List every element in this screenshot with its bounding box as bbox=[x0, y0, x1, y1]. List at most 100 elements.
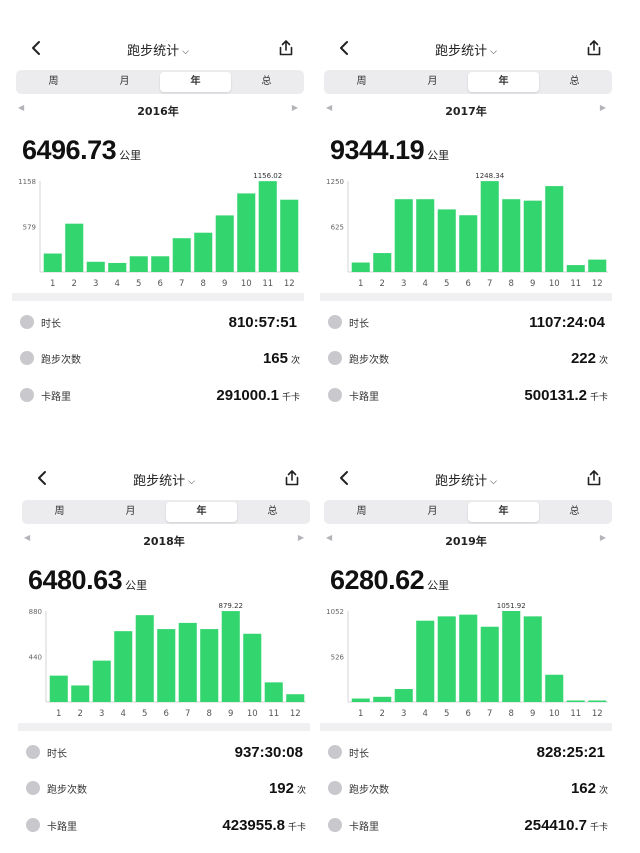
bar bbox=[258, 181, 277, 272]
prev-year-icon[interactable]: ◀ bbox=[326, 533, 333, 542]
stat-label: 卡路里 bbox=[349, 392, 379, 403]
bar bbox=[502, 199, 521, 272]
x-tick-label: 4 bbox=[121, 709, 126, 719]
x-tick-label: 12 bbox=[284, 279, 295, 289]
bar bbox=[92, 660, 111, 702]
tab-year[interactable]: 年 bbox=[160, 72, 231, 92]
bar bbox=[351, 262, 370, 272]
x-tick-label: 4 bbox=[423, 709, 428, 719]
prev-year-icon[interactable]: ◀ bbox=[326, 103, 333, 112]
title-dropdown[interactable]: 跑步统计 ⌵ bbox=[316, 470, 616, 489]
tab-total[interactable]: 总 bbox=[261, 76, 272, 87]
share-icon[interactable] bbox=[586, 39, 602, 57]
tab-week[interactable]: 周 bbox=[54, 506, 65, 517]
stat-value: 162 bbox=[570, 780, 596, 797]
tab-year[interactable]: 年 bbox=[468, 72, 539, 92]
x-tick-label: 2 bbox=[78, 709, 83, 719]
tab-month[interactable]: 月 bbox=[125, 506, 136, 517]
run-count-icon bbox=[26, 781, 40, 795]
next-year-icon[interactable]: ▶ bbox=[599, 533, 606, 542]
tab-month[interactable]: 月 bbox=[427, 76, 438, 87]
y-tick-label: 579 bbox=[23, 224, 36, 232]
total-unit: 公里 bbox=[125, 579, 148, 592]
x-tick-label: 5 bbox=[444, 279, 449, 289]
x-tick-label: 6 bbox=[158, 279, 163, 289]
bar bbox=[394, 199, 413, 272]
stat-value: 192 bbox=[268, 780, 294, 797]
prev-year-icon[interactable]: ◀ bbox=[24, 533, 31, 542]
x-tick-label: 8 bbox=[509, 279, 514, 289]
stat-duration: 时长 810:57:51 bbox=[8, 310, 308, 340]
tab-year[interactable]: 年 bbox=[166, 502, 237, 522]
title-dropdown[interactable]: 跑步统计 ⌵ bbox=[8, 40, 308, 59]
next-year-icon[interactable]: ▶ bbox=[599, 103, 606, 112]
bar bbox=[108, 262, 127, 272]
x-tick-label: 8 bbox=[207, 709, 212, 719]
max-data-label: 1156.02 bbox=[253, 172, 282, 180]
total-distance: 6496.73 公里 bbox=[22, 135, 141, 166]
tab-week[interactable]: 周 bbox=[356, 76, 367, 87]
total-value: 6480.63 bbox=[28, 565, 123, 595]
share-icon[interactable] bbox=[278, 39, 294, 57]
bar bbox=[135, 615, 154, 702]
year-selector: ◀ 2019年 ▶ bbox=[316, 530, 616, 550]
share-icon[interactable] bbox=[284, 469, 300, 487]
title-dropdown[interactable]: 跑步统计 ⌵ bbox=[316, 40, 616, 59]
back-icon[interactable] bbox=[338, 40, 350, 56]
x-tick-label: 12 bbox=[592, 279, 603, 289]
back-icon[interactable] bbox=[30, 40, 42, 56]
page-title: 跑步统计 bbox=[133, 474, 186, 489]
x-tick-label: 2 bbox=[72, 279, 77, 289]
tab-week[interactable]: 周 bbox=[48, 76, 59, 87]
tab-total[interactable]: 总 bbox=[569, 506, 580, 517]
max-data-label: 1248.34 bbox=[475, 172, 504, 180]
y-tick-label: 880 bbox=[29, 608, 42, 616]
share-icon[interactable] bbox=[586, 469, 602, 487]
bar bbox=[215, 215, 234, 272]
x-tick-label: 10 bbox=[241, 279, 252, 289]
stat-run-count: 跑步次数 165 次 bbox=[8, 346, 308, 376]
tab-total[interactable]: 总 bbox=[267, 506, 278, 517]
next-year-icon[interactable]: ▶ bbox=[291, 103, 298, 112]
stats-panel-2017: 跑步统计 ⌵ 周 月 年 总 ◀ 2017年 ▶ 9344.19 公里 1250 62… bbox=[316, 0, 616, 420]
stat-label: 跑步次数 bbox=[349, 785, 389, 796]
stat-unit: 次 bbox=[598, 356, 608, 366]
x-tick-label: 3 bbox=[99, 709, 104, 719]
clock-icon bbox=[20, 315, 34, 329]
period-tabs: 周 月 年 总 bbox=[324, 70, 612, 94]
stat-value: 1107:24:04 bbox=[529, 314, 605, 331]
bar bbox=[200, 629, 219, 702]
flame-icon bbox=[26, 818, 40, 832]
tab-week[interactable]: 周 bbox=[356, 506, 367, 517]
next-year-icon[interactable]: ▶ bbox=[297, 533, 304, 542]
prev-year-icon[interactable]: ◀ bbox=[18, 103, 25, 112]
max-data-label: 1051.92 bbox=[497, 602, 526, 610]
bar bbox=[437, 209, 456, 272]
stat-calories: 卡路里 291000.1 千卡 bbox=[8, 383, 308, 413]
x-tick-label: 7 bbox=[185, 709, 190, 719]
bar bbox=[86, 261, 105, 272]
x-tick-label: 10 bbox=[549, 709, 560, 719]
tab-month[interactable]: 月 bbox=[119, 76, 130, 87]
stat-label: 时长 bbox=[349, 749, 369, 760]
total-value: 6496.73 bbox=[22, 135, 117, 165]
x-tick-label: 7 bbox=[487, 279, 492, 289]
tab-total[interactable]: 总 bbox=[569, 76, 580, 87]
bar bbox=[172, 238, 191, 272]
back-icon[interactable] bbox=[36, 470, 48, 486]
bar bbox=[459, 215, 478, 272]
x-tick-label: 11 bbox=[262, 279, 273, 289]
back-icon[interactable] bbox=[338, 470, 350, 486]
period-tabs: 周 月 年 总 bbox=[324, 500, 612, 524]
title-dropdown[interactable]: 跑步统计 ⌵ bbox=[14, 470, 314, 489]
bar bbox=[566, 700, 585, 702]
tab-year[interactable]: 年 bbox=[468, 502, 539, 522]
bar bbox=[459, 614, 478, 702]
stat-value: 937:30:08 bbox=[234, 744, 303, 761]
stats-panel-2019: 跑步统计 ⌵ 周 月 年 总 ◀ 2019年 ▶ 6280.62 公里 1052 52… bbox=[316, 430, 616, 850]
tab-month[interactable]: 月 bbox=[427, 506, 438, 517]
period-tabs: 周 月 年 总 bbox=[16, 70, 304, 94]
bar bbox=[221, 611, 240, 702]
